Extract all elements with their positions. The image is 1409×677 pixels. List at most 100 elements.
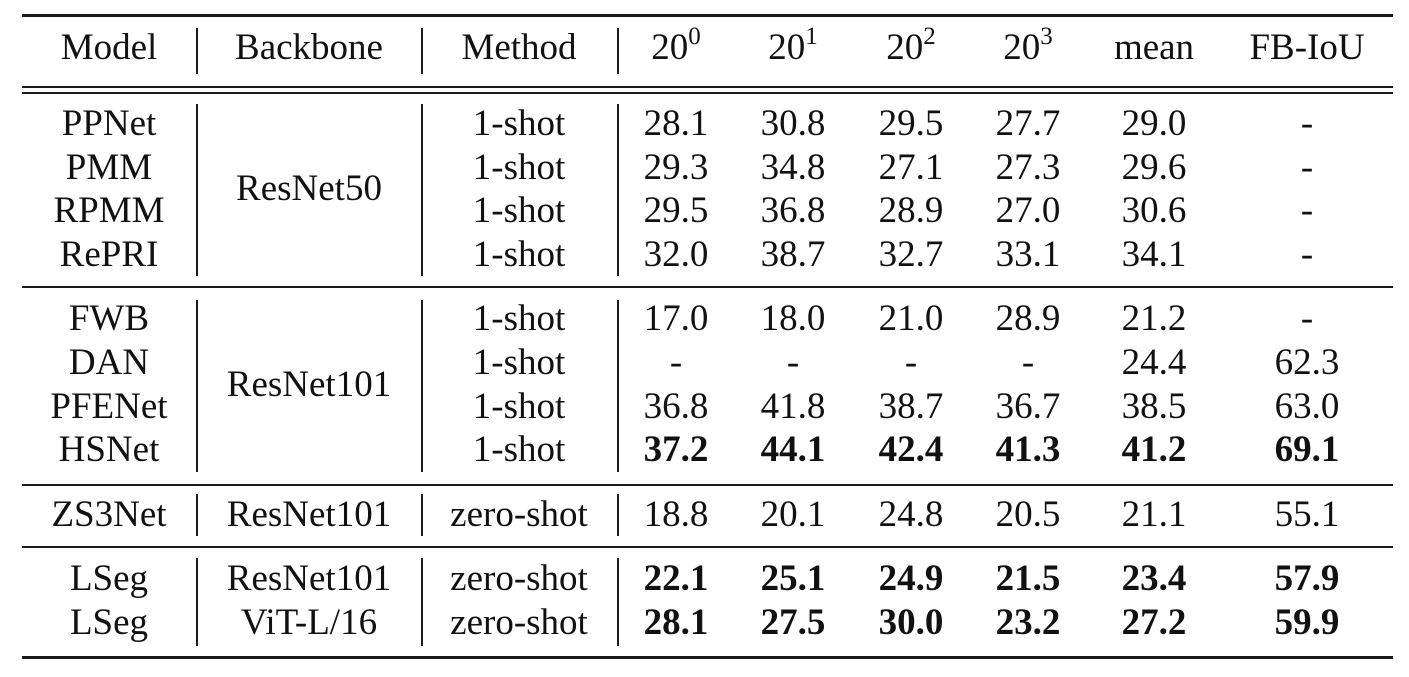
model-cell: HSNet: [58, 429, 160, 470]
model-cell: FWB: [68, 298, 150, 339]
method-cell: zero-shot: [450, 494, 588, 535]
fold0-cell: 22.1: [643, 558, 709, 599]
fold0-cell: 36.8: [643, 386, 709, 427]
model-cell: LSeg: [69, 602, 149, 643]
mean-cell: 23.4: [1121, 558, 1187, 599]
model-cell: PMM: [65, 147, 153, 188]
fold3-cell: 23.2: [995, 602, 1061, 643]
fold2-cell: -: [904, 342, 918, 383]
mean-cell: 38.5: [1121, 386, 1187, 427]
vline-header-1: [196, 28, 198, 74]
fold1-cell: 20.1: [760, 494, 826, 535]
fold1-cell: 25.1: [760, 558, 826, 599]
method-cell: zero-shot: [450, 558, 588, 599]
mean-cell: 34.1: [1121, 234, 1187, 275]
fbiou-cell: 69.1: [1274, 429, 1340, 470]
fold3-cell: 36.7: [995, 386, 1061, 427]
header-mean: mean: [1113, 27, 1195, 68]
fold3-cell: 41.3: [995, 429, 1061, 470]
method-cell: 1-shot: [472, 298, 566, 339]
header-double-rule-lower: [22, 92, 1393, 94]
fold2-cell: 24.8: [878, 494, 944, 535]
bottom-rule: [22, 656, 1393, 659]
fold2-cell: 21.0: [878, 298, 944, 339]
method-cell: zero-shot: [450, 602, 588, 643]
model-cell: RePRI: [59, 234, 159, 275]
fold0-cell: -: [669, 342, 683, 383]
vline-g1-2: [421, 104, 423, 276]
fold2-cell: 38.7: [878, 386, 944, 427]
vline-header-2: [421, 28, 423, 74]
method-cell: 1-shot: [472, 386, 566, 427]
fold3-cell: 27.3: [995, 147, 1061, 188]
fold1-cell: 18.0: [760, 298, 826, 339]
fold2-cell: 32.7: [878, 234, 944, 275]
fold3-cell: 27.7: [995, 103, 1061, 144]
model-cell: ZS3Net: [51, 494, 167, 535]
header-fbiou: FB-IoU: [1249, 27, 1365, 68]
vline-g4-2: [421, 558, 423, 646]
mean-cell: 21.1: [1121, 494, 1187, 535]
fbiou-cell: -: [1300, 103, 1314, 144]
fold2-cell: 28.9: [878, 190, 944, 231]
vline-g4-3: [617, 558, 619, 646]
header-fold-0: 200: [651, 22, 701, 68]
fold3-cell: 20.5: [995, 494, 1061, 535]
header-backbone: Backbone: [235, 27, 383, 68]
fbiou-cell: 57.9: [1274, 558, 1340, 599]
fold2-cell: 24.9: [878, 558, 944, 599]
top-rule: [22, 14, 1393, 17]
vline-g4-1: [196, 558, 198, 646]
backbone-cell: ResNet101: [226, 364, 392, 405]
vline-g2-2: [421, 300, 423, 472]
fold0-cell: 18.8: [643, 494, 709, 535]
method-cell: 1-shot: [472, 234, 566, 275]
fold2-cell: 42.4: [878, 429, 944, 470]
fbiou-cell: -: [1300, 234, 1314, 275]
fold1-cell: 34.8: [760, 147, 826, 188]
group-separator-2: [22, 484, 1393, 486]
method-cell: 1-shot: [472, 342, 566, 383]
vline-g2-1: [196, 300, 198, 472]
fbiou-cell: 62.3: [1274, 342, 1340, 383]
fbiou-cell: 55.1: [1274, 494, 1340, 535]
mean-cell: 21.2: [1121, 298, 1187, 339]
method-cell: 1-shot: [472, 147, 566, 188]
backbone-cell: ResNet101: [226, 558, 392, 599]
fold1-cell: 27.5: [760, 602, 826, 643]
model-cell: DAN: [68, 342, 150, 383]
header-method: Method: [461, 27, 577, 68]
vline-g1-1: [196, 104, 198, 276]
fold0-cell: 29.3: [643, 147, 709, 188]
fold2-cell: 29.5: [878, 103, 944, 144]
vline-g2-3: [617, 300, 619, 472]
fbiou-cell: 59.9: [1274, 602, 1340, 643]
method-cell: 1-shot: [472, 103, 566, 144]
method-cell: 1-shot: [472, 429, 566, 470]
fold3-cell: 33.1: [995, 234, 1061, 275]
vline-g1-3: [617, 104, 619, 276]
fold0-cell: 29.5: [643, 190, 709, 231]
mean-cell: 24.4: [1121, 342, 1187, 383]
mean-cell: 30.6: [1121, 190, 1187, 231]
fold1-cell: 44.1: [760, 429, 826, 470]
model-cell: LSeg: [69, 558, 149, 599]
group-separator-1: [22, 286, 1393, 288]
model-cell: PFENet: [50, 386, 168, 427]
mean-cell: 29.0: [1121, 103, 1187, 144]
mean-cell: 27.2: [1121, 602, 1187, 643]
fbiou-cell: -: [1300, 190, 1314, 231]
backbone-cell: ResNet101: [226, 494, 392, 535]
vline-g3-2: [421, 494, 423, 536]
group-separator-3: [22, 546, 1393, 548]
vline-g3-1: [196, 494, 198, 536]
fbiou-cell: -: [1300, 147, 1314, 188]
header-fold-3: 203: [1003, 22, 1053, 68]
backbone-cell: ResNet50: [236, 168, 382, 209]
fold0-cell: 37.2: [643, 429, 709, 470]
fold1-cell: 38.7: [760, 234, 826, 275]
fold1-cell: 41.8: [760, 386, 826, 427]
header-double-rule-upper: [22, 86, 1393, 88]
fold3-cell: -: [1021, 342, 1035, 383]
fold1-cell: 36.8: [760, 190, 826, 231]
